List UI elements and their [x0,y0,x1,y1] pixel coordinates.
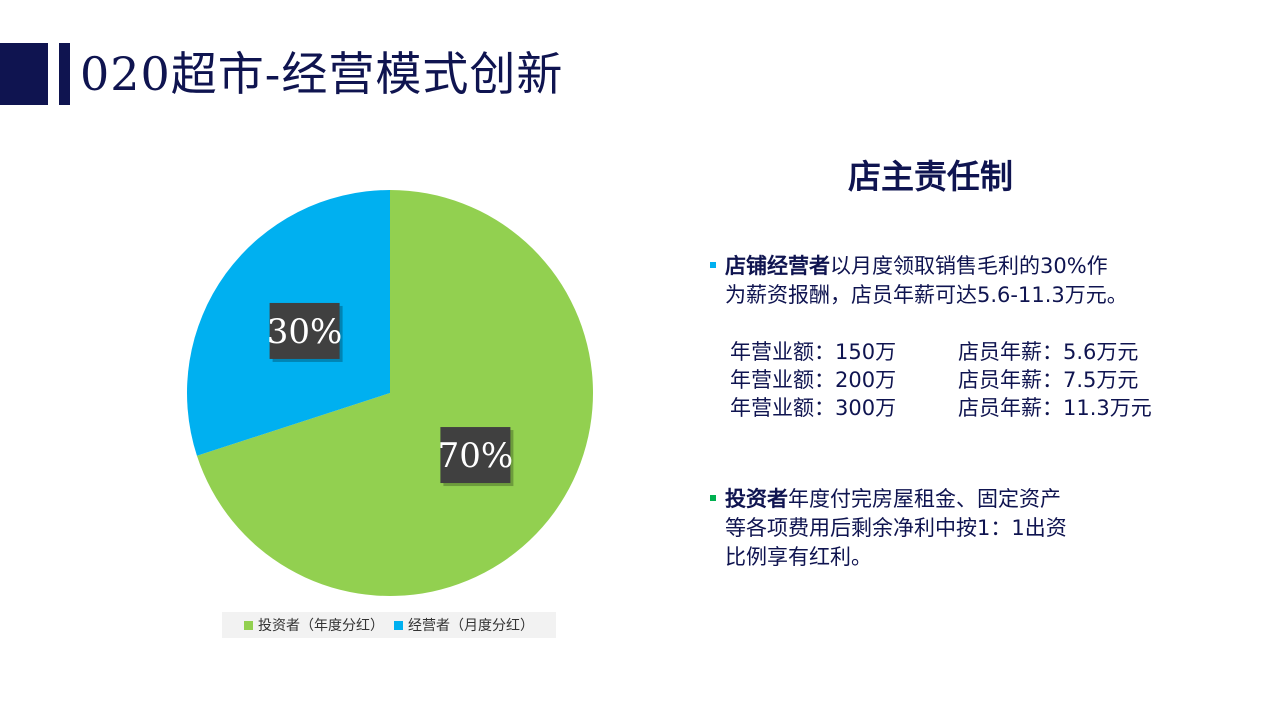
investor-text-line3: 比例享有红利。 [725,545,872,569]
legend-item-operator: 经营者（月度分红） [394,615,534,635]
salary-row-2: 店员年薪：7.5万元 [958,368,1139,392]
legend-item-investor: 投资者（年度分红） [244,615,384,635]
title-accent-block [0,43,48,105]
pie-chart: 70% 30% [186,190,593,596]
data-label-box-1 [269,302,340,359]
salary-row-3: 店员年薪：11.3万元 [958,396,1152,420]
bullet-marker-operator [710,262,716,268]
legend-label-operator: 经营者（月度分红） [408,618,534,634]
salary-row-1: 店员年薪：5.6万元 [958,340,1139,364]
investor-text-line1: 年度付完房屋租金、固定资产 [788,487,1061,511]
data-label-1: 30% [267,312,343,352]
section-heading: 店主责任制 [848,157,1013,196]
investor-bold-label: 投资者 [725,487,788,511]
operator-text-line1: 以月度领取销售毛利的30%作 [830,254,1108,278]
investor-paragraph-line1: 投资者年度付完房屋租金、固定资产 [725,485,1061,514]
data-label-box-0 [440,427,511,484]
pie-slice-0 [196,190,593,596]
investor-text-line2: 等各项费用后剩余净利中按1：1出资 [725,516,1067,540]
legend-swatch-investor [244,620,253,630]
chart-legend: 投资者（年度分红） 经营者（月度分红） [222,612,556,638]
operator-text-line2: 为薪资报酬，店员年薪可达5.6-11.3万元。 [725,283,1128,307]
revenue-row-2: 年营业额：200万 [730,368,897,392]
data-label-0: 70% [438,436,514,476]
bullet-marker-investor [710,495,716,501]
operator-paragraph-line1: 店铺经营者以月度领取销售毛利的30%作 [725,252,1108,281]
operator-bold-label: 店铺经营者 [725,254,830,278]
revenue-row-1: 年营业额：150万 [730,340,897,364]
legend-label-investor: 投资者（年度分红） [258,618,384,634]
slide-title: 020超市-经营模式创新 [80,47,564,101]
title-accent-line [59,43,70,105]
revenue-row-3: 年营业额：300万 [730,396,897,420]
legend-swatch-operator [394,620,403,630]
